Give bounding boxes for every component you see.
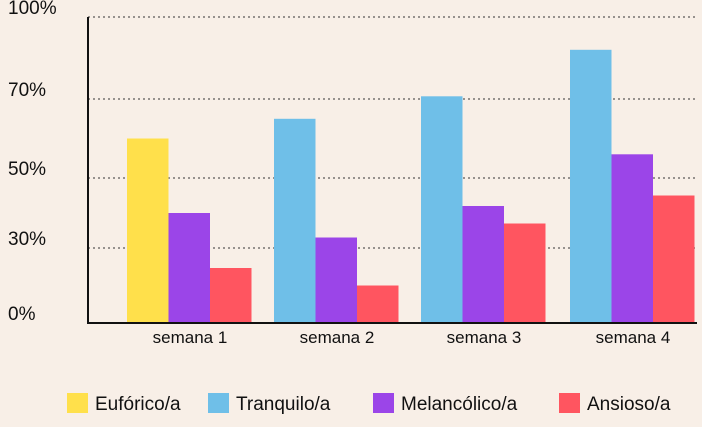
bar-3-tranquiloa — [421, 96, 463, 323]
x-tick-label: semana 1 — [153, 328, 228, 347]
x-tick-labels: semana 1 semana 2 semana 3 semana 4 — [153, 328, 671, 347]
y-tick-label: 100% — [8, 0, 57, 19]
bar-1-eufricoa — [127, 138, 169, 323]
legend-label: Ansioso/a — [587, 394, 671, 415]
bar-2-ansiosoa — [357, 285, 399, 323]
bar-4-melanclicoa — [611, 154, 653, 323]
bars — [127, 49, 695, 324]
legend-label: Eufórico/a — [95, 394, 181, 415]
legend-swatch — [67, 393, 88, 413]
bar-4-ansiosoa — [653, 195, 695, 323]
x-tick-label: semana 4 — [596, 328, 671, 347]
y-tick-label: 0% — [8, 304, 36, 325]
bar-3-ansiosoa — [504, 223, 546, 323]
legend-label: Tranquilo/a — [236, 394, 331, 415]
bar-4-tranquiloa — [570, 49, 612, 324]
bar-2-melanclicoa — [315, 237, 357, 323]
y-tick-labels: 0% 30% 50% 70% 100% — [8, 0, 57, 325]
axes — [87, 17, 697, 324]
y-tick-label: 30% — [8, 229, 46, 250]
x-tick-label: semana 2 — [300, 328, 375, 347]
bar-2-tranquiloa — [274, 118, 316, 324]
legend-label: Melancólico/a — [401, 394, 518, 415]
legend: Eufórico/a Tranquilo/a Melancólico/a Ansios… — [67, 393, 671, 415]
legend-swatch — [208, 393, 229, 413]
x-tick-label: semana 3 — [447, 328, 522, 347]
legend-swatch — [559, 393, 580, 413]
y-tick-label: 70% — [8, 80, 46, 101]
legend-swatch — [373, 393, 394, 413]
bar-3-melanclicoa — [462, 206, 504, 323]
bar-1-ansiosoa — [210, 268, 252, 323]
y-tick-label: 50% — [8, 159, 46, 180]
bar-1-melanclicoa — [168, 213, 210, 323]
